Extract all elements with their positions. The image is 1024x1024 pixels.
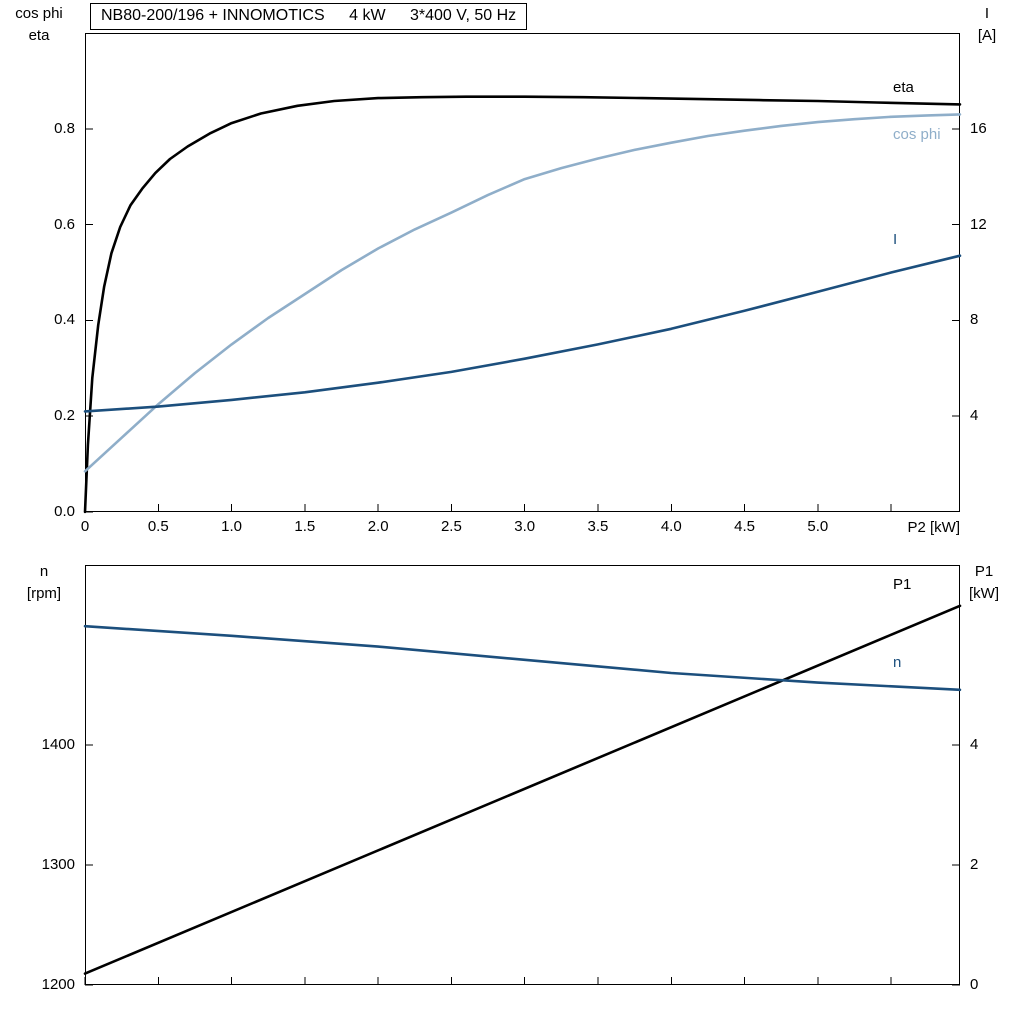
tick-label: 3.5: [587, 518, 609, 535]
axis-label-amps-unit: [A]: [977, 27, 997, 44]
curve-label-current: I: [893, 231, 898, 248]
tick-label: 0: [80, 518, 90, 535]
axis-label-p1: P1: [974, 563, 994, 580]
chart-canvas: [83, 33, 962, 514]
tick-label: 1.5: [294, 518, 316, 535]
curve-P1: [83, 604, 962, 975]
top-right-axis-header: I [A]: [964, 3, 1010, 47]
curve-cos-phi: [83, 113, 962, 473]
chart-canvas: [83, 565, 962, 986]
tick-label: 8: [970, 311, 979, 329]
tick-label: 0.8: [54, 119, 75, 137]
curve-n: [83, 624, 962, 692]
curve-label-n: n: [893, 654, 902, 671]
bottom-chart: [83, 565, 962, 986]
title-voltage: 3*400 V, 50 Hz: [410, 7, 517, 24]
axis-label-cos-phi: cos phi: [15, 5, 63, 22]
x-axis-title: P2 [kW]: [907, 519, 960, 536]
tick-label: 0.4: [54, 311, 75, 329]
tick-label: 2: [970, 856, 979, 873]
plot-border: [85, 565, 960, 985]
tick-label: 1300: [41, 856, 75, 873]
curve-label-cos-phi: cos phi: [893, 126, 941, 143]
top-left-axis-header: cos phi eta: [8, 3, 70, 47]
tick-label: 1400: [41, 736, 75, 753]
bottom-right-axis-header: P1 [kW]: [958, 561, 1010, 605]
axis-label-n: n: [39, 563, 49, 580]
bottom-left-axis-header: n [rpm]: [14, 561, 74, 605]
curve-label-eta: eta: [893, 79, 914, 96]
tick-label: 0.0: [54, 503, 75, 520]
chart-title-box: NB80-200/196 + INNOMOTICS 4 kW 3*400 V, …: [90, 3, 528, 30]
tick-label: 1.0: [221, 518, 242, 535]
tick-label: 16: [970, 119, 987, 137]
tick-label: 0.5: [147, 518, 169, 535]
title-model: NB80-200/196 + INNOMOTICS: [101, 7, 325, 24]
tick-label: 1200: [41, 976, 75, 993]
curve-label-p1: P1: [893, 576, 912, 593]
tick-label: 0.2: [54, 407, 75, 425]
top-chart: [83, 33, 962, 514]
tick-label: 4.0: [660, 518, 682, 535]
tick-label: 12: [970, 215, 987, 233]
axis-label-rpm-unit: [rpm]: [26, 585, 62, 602]
tick-label: 4: [970, 407, 979, 425]
tick-label: 0.6: [54, 215, 75, 233]
plot-border: [85, 33, 960, 512]
axis-label-eta: eta: [28, 27, 50, 44]
tick-label: 3.0: [514, 518, 536, 535]
tick-label: 2.0: [367, 518, 389, 535]
tick-label: 0: [970, 976, 979, 993]
tick-label: 4: [970, 736, 979, 753]
tick-label: 4.5: [734, 518, 755, 535]
axis-label-current: I: [984, 5, 990, 22]
axis-label-kw-unit: [kW]: [969, 585, 999, 602]
curve-I: [83, 254, 962, 413]
tick-label: 2.5: [440, 518, 462, 535]
tick-label: 5.0: [807, 518, 829, 535]
title-power: 4 kW: [349, 7, 386, 24]
curve-eta: [83, 95, 962, 514]
